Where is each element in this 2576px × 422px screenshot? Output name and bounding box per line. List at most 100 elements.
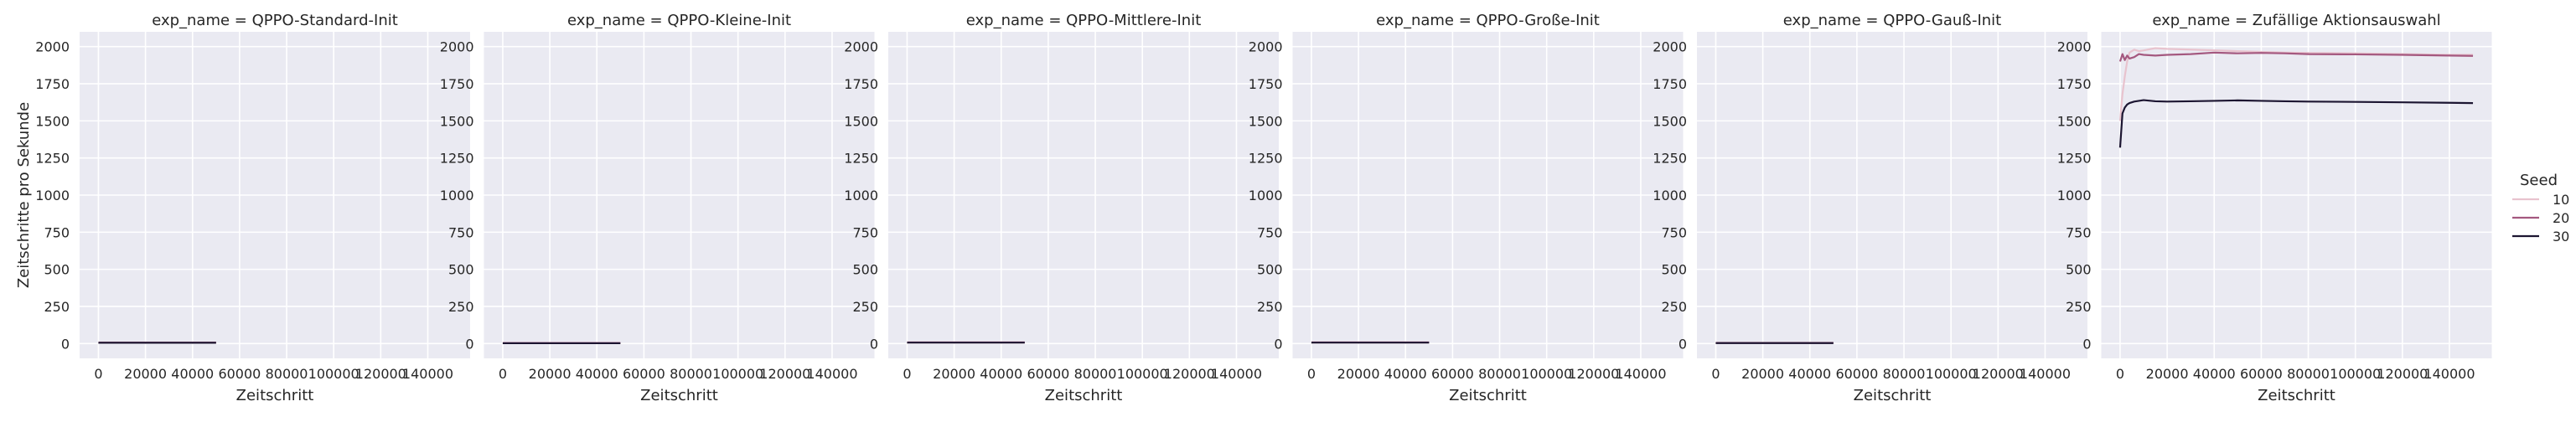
y-tick-label: 1000 [35,188,70,203]
y-tick-label: 500 [1257,262,1283,278]
x-tick-label: 60000 [623,366,665,382]
x-tick-label: 80000 [266,366,308,382]
x-tick-label: 120000 [1164,366,1215,382]
x-axis-label: Zeitschritt [236,387,314,404]
series-line-seed-20 [2118,51,2474,62]
y-tick-label: 1750 [1653,76,1687,92]
x-tick-label: 120000 [759,366,810,382]
y-tick-label: 750 [44,224,70,240]
facet-panel-2: 0 20000 40000 60000 80000 1000001200001400000… [440,12,875,404]
y-tick-label: 1250 [440,151,474,167]
panel-title: exp_name = Zufällige Aktionsauswahl [2152,12,2440,29]
panel-title: exp_name = QPPO-Mittlere-Init [966,12,1202,29]
x-tick-label: 60000 [218,366,261,382]
x-tick-label: 60000 [1027,366,1069,382]
series-line-seed-30 [2118,99,2474,148]
x-tick-label: 20000 [1337,366,1380,382]
y-tick-label: 250 [1257,299,1283,315]
legend-title: Seed [2520,172,2558,189]
x-tick-label: 140000 [1211,366,1262,382]
x-tick-label: 60000 [2240,366,2283,382]
x-tick-label: 0 [94,366,102,382]
x-tick-label: 80000 [1478,366,1521,382]
y-tick-label: 1500 [440,113,474,129]
legend-label-seed-30: 30 [2553,229,2569,244]
panel-title: exp_name = QPPO-Kleine-Init [567,12,791,29]
x-tick-label: 60000 [1431,366,1474,382]
x-tick-label: 100000 [2330,366,2381,382]
y-tick-label: 0 [61,336,70,352]
x-tick-label: 140000 [2020,366,2071,382]
y-tick-label: 500 [448,262,474,278]
x-tick-label: 0 [1711,366,1720,382]
x-tick-label: 40000 [576,366,618,382]
x-axis-label: Zeitschritt [1449,387,1527,404]
y-tick-label: 500 [2066,262,2092,278]
x-tick-label: 40000 [1788,366,1831,382]
x-tick-label: 0 [499,366,507,382]
y-tick-label: 500 [44,262,70,278]
y-tick-label: 1250 [1653,151,1687,167]
x-tick-label: 20000 [1741,366,1784,382]
y-tick-label: 750 [2066,224,2092,240]
y-tick-label: 1750 [844,76,878,92]
panel-title: exp_name = QPPO-Gauß-Init [1783,12,2001,29]
y-tick-label: 1250 [844,151,878,167]
y-tick-label: 1250 [1249,151,1283,167]
x-tick-label: 40000 [171,366,214,382]
x-axis-label: Zeitschritt [2258,387,2335,404]
panel-title: exp_name = QPPO-Standard-Init [152,12,398,29]
x-tick-label: 100000 [308,366,360,382]
facet-panel-1: 0 20000 40000 60000 80000 1000001200001400000… [35,12,470,404]
facet-panel-3: 0 20000 40000 60000 80000 1000001200001400000… [844,12,1279,404]
x-tick-label: 20000 [933,366,975,382]
y-tick-label: 2000 [1249,39,1283,55]
y-tick-label: 2000 [35,39,70,55]
y-tick-label: 250 [852,299,878,315]
x-tick-label: 100000 [712,366,763,382]
x-tick-label: 80000 [2287,366,2330,382]
x-tick-label: 40000 [980,366,1022,382]
x-tick-label: 20000 [124,366,167,382]
x-tick-label: 80000 [1883,366,1926,382]
panel-title: exp_name = QPPO-Große-Init [1376,12,1600,29]
x-tick-label: 100000 [1521,366,1572,382]
y-tick-label: 750 [1661,224,1687,240]
x-tick-label: 40000 [1384,366,1427,382]
y-axis-label: Zeitschritte pro Sekunde [15,102,33,288]
x-tick-label: 100000 [1926,366,1977,382]
x-tick-label: 120000 [2377,366,2428,382]
x-tick-label: 140000 [806,366,857,382]
x-tick-label: 60000 [1835,366,1878,382]
y-tick-label: 750 [448,224,474,240]
y-tick-label: 0 [465,336,473,352]
y-tick-label: 1750 [440,76,474,92]
y-tick-label: 1000 [1249,188,1283,203]
y-tick-label: 250 [2066,299,2092,315]
y-tick-label: 250 [448,299,474,315]
x-tick-label: 0 [2116,366,2124,382]
x-tick-label: 140000 [402,366,453,382]
y-tick-label: 2000 [1653,39,1687,55]
legend-label-seed-20: 20 [2553,210,2569,226]
x-axis-label: Zeitschritt [1045,387,1123,404]
y-tick-label: 1500 [1653,113,1687,129]
y-tick-label: 0 [870,336,878,352]
y-tick-label: 1750 [1249,76,1283,92]
y-tick-label: 500 [1661,262,1687,278]
x-tick-label: 20000 [2146,366,2189,382]
x-axis-label: Zeitschritt [640,387,718,404]
series-line-seed-10 [2118,47,2474,121]
y-tick-label: 1500 [35,113,70,129]
x-tick-label: 40000 [2193,366,2236,382]
y-tick-label: 1250 [35,151,70,167]
x-tick-label: 20000 [529,366,572,382]
y-tick-label: 250 [44,299,70,315]
y-tick-label: 250 [1661,299,1687,315]
y-tick-label: 0 [1679,336,1687,352]
y-tick-label: 750 [1257,224,1283,240]
y-tick-label: 1750 [35,76,70,92]
y-tick-label: 1750 [2057,76,2092,92]
